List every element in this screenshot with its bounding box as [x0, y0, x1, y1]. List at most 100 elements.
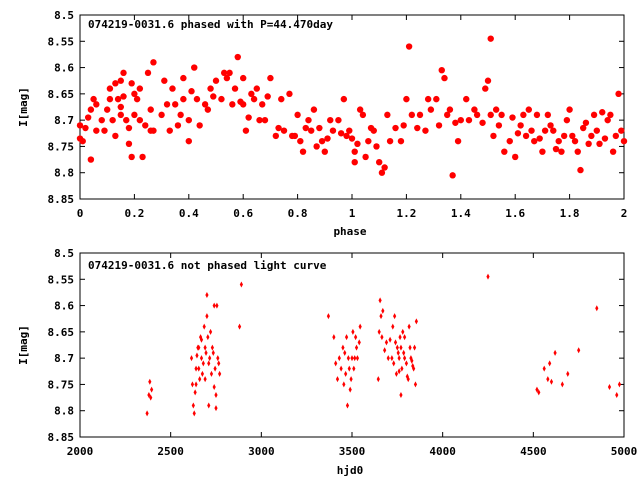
- phased-data-point: [242, 127, 250, 134]
- phased-data-point: [280, 127, 288, 134]
- phased-data-point: [302, 124, 309, 132]
- phased-data-point: [131, 111, 138, 119]
- unphased-data-point: [535, 386, 539, 393]
- unphased-y-ticks: 8.5 8.55 8.6 8.65 8.7 8.75 8.8 8.85: [48, 247, 624, 444]
- phased-data-point: [259, 101, 266, 108]
- unphased-data-point: [400, 365, 404, 372]
- unphased-data-point: [358, 323, 362, 330]
- unphased-data-point: [393, 339, 398, 346]
- phased-data-point: [106, 95, 114, 103]
- phased-data-point: [185, 137, 192, 145]
- unphased-data-point: [392, 360, 396, 367]
- unphased-data-point: [393, 313, 397, 320]
- phased-data-point: [522, 132, 530, 140]
- phased-data-point: [473, 111, 481, 119]
- unphased-data-point: [560, 381, 564, 388]
- phased-data-point: [490, 132, 497, 140]
- phased-data-point: [531, 137, 538, 145]
- phased-data-point: [196, 122, 203, 129]
- phased-data-point: [560, 132, 568, 140]
- phased-data-point: [351, 159, 358, 166]
- phased-data-point: [550, 127, 557, 134]
- unphased-data-point: [145, 410, 149, 417]
- phased-x-tick-label: 0.6: [233, 207, 253, 220]
- phased-x-tick-label: 1.4: [451, 207, 471, 220]
- unphased-data-point: [617, 381, 622, 388]
- unphased-data-point: [414, 318, 418, 325]
- phased-data-point: [104, 106, 111, 113]
- unphased-data-point: [381, 307, 385, 314]
- phased-data-point: [571, 137, 579, 145]
- unphased-data-point: [350, 355, 354, 362]
- phased-data-point: [558, 148, 565, 155]
- unphased-data-point: [566, 370, 570, 377]
- phased-x-tick-label: 0.4: [179, 207, 199, 220]
- phased-data-point: [566, 106, 573, 113]
- phased-data-point: [454, 137, 462, 145]
- phased-data-point: [101, 127, 108, 134]
- unphased-data-point: [208, 328, 213, 335]
- phased-data-point: [139, 153, 146, 161]
- unphased-data-point: [346, 355, 350, 362]
- phased-data-point: [223, 74, 231, 82]
- phased-data-point: [207, 85, 214, 92]
- unphased-data-point: [354, 344, 359, 351]
- unphased-data-point: [194, 381, 198, 388]
- phased-data-point: [136, 85, 144, 92]
- phased-data-point: [547, 122, 554, 129]
- phased-data-point: [422, 127, 429, 134]
- unphased-data-point: [198, 376, 202, 383]
- phased-data-point: [201, 101, 209, 108]
- phased-data-point: [291, 132, 299, 140]
- phased-y-tick-label: 8.65: [48, 88, 75, 101]
- phased-data-point: [386, 137, 394, 145]
- unphased-data-point: [201, 360, 205, 367]
- unphased-y-tick-label: 8.6: [54, 300, 74, 313]
- phased-data-point: [463, 95, 470, 103]
- unphased-data-point: [332, 334, 336, 341]
- unphased-y-tick-label: 8.8: [54, 405, 74, 418]
- phased-data-point: [316, 124, 323, 132]
- phased-data-point: [544, 111, 552, 119]
- unphased-data-point: [212, 384, 216, 391]
- phased-data-point: [346, 127, 353, 134]
- phased-x-ticks: 0 0.2 0.4 0.6 0.8 1 1.2 1.4 1.6 1.8 2: [77, 15, 627, 220]
- phased-y-tick-label: 8.7: [54, 114, 74, 127]
- phased-data-point: [337, 130, 345, 137]
- unphased-y-tick-label: 8.85: [48, 431, 75, 444]
- phased-data-point: [144, 69, 152, 77]
- unphased-data-point: [537, 389, 541, 396]
- unphased-y-tick-label: 8.5: [54, 247, 74, 260]
- phased-data-point: [536, 135, 543, 142]
- phased-data-point: [125, 124, 133, 132]
- phased-data-point: [509, 114, 516, 121]
- phased-data-point: [343, 132, 350, 140]
- unphased-data-point: [189, 355, 194, 362]
- unphased-data-point: [405, 373, 409, 380]
- phased-data-point: [79, 137, 86, 145]
- unphased-y-tick-label: 8.7: [54, 352, 74, 365]
- unphased-data-point: [202, 323, 206, 330]
- phased-data-point: [275, 124, 282, 132]
- phased-data-point: [310, 106, 318, 113]
- phased-data-point: [479, 119, 486, 126]
- phased-data-point: [618, 127, 625, 134]
- phased-y-tick-label: 8.75: [48, 140, 75, 153]
- unphased-data-point: [397, 368, 401, 375]
- unphased-data-point: [407, 323, 411, 330]
- unphased-data-point: [207, 360, 211, 367]
- unphased-data-point: [190, 381, 195, 388]
- unphased-data-point: [197, 344, 201, 351]
- unphased-data-point: [212, 302, 216, 309]
- unphased-data-point: [396, 349, 400, 356]
- phased-y-tick-label: 8.85: [48, 193, 75, 206]
- phased-data-point: [204, 106, 212, 113]
- phased-y-tick-label: 8.6: [54, 62, 74, 75]
- unphased-data-point: [412, 365, 416, 372]
- phased-data-point: [294, 111, 301, 119]
- unphased-data-point: [399, 391, 403, 398]
- phased-data-point: [240, 101, 247, 108]
- phased-data-point: [408, 111, 416, 119]
- phased-data-point: [563, 116, 571, 124]
